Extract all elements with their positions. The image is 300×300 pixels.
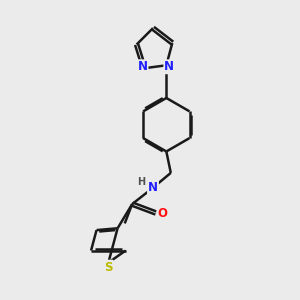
Text: N: N: [148, 181, 158, 194]
Text: S: S: [104, 261, 112, 274]
Text: O: O: [158, 206, 167, 220]
Text: N: N: [164, 60, 174, 73]
Text: N: N: [138, 60, 148, 73]
Text: H: H: [137, 177, 145, 188]
